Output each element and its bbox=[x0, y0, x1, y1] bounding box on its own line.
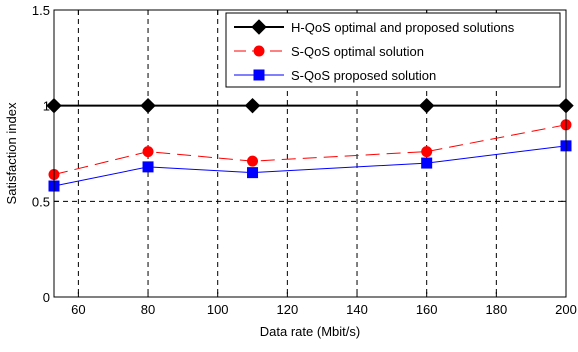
legend-label: S-QoS optimal solution bbox=[291, 44, 424, 59]
y-tick-label: 0.5 bbox=[32, 194, 50, 209]
legend-item: H-QoS optimal and proposed solutions bbox=[234, 19, 515, 35]
legend-marker bbox=[251, 19, 267, 35]
legend-marker bbox=[253, 45, 265, 57]
series-3 bbox=[48, 140, 572, 192]
x-tick-label: 200 bbox=[555, 302, 577, 317]
data-point bbox=[142, 146, 154, 158]
series-line bbox=[53, 124, 567, 176]
x-tick-label: 120 bbox=[277, 302, 299, 317]
legend-label: S-QoS proposed solution bbox=[291, 68, 436, 83]
data-point bbox=[244, 97, 261, 114]
series-1 bbox=[46, 97, 574, 114]
data-point bbox=[421, 146, 433, 158]
data-point bbox=[140, 97, 156, 114]
x-axis-label: Data rate (Mbit/s) bbox=[260, 324, 360, 339]
x-tick-label: 180 bbox=[485, 302, 507, 317]
x-tick-label: 140 bbox=[346, 302, 368, 317]
plot-frame bbox=[53, 9, 567, 298]
series-layer bbox=[46, 97, 574, 192]
data-point bbox=[142, 161, 154, 173]
x-tick-label: 160 bbox=[416, 302, 438, 317]
legend-item: S-QoS optimal solution bbox=[234, 44, 424, 59]
data-point bbox=[418, 97, 435, 114]
legend-item: S-QoS proposed solution bbox=[234, 68, 436, 83]
data-point bbox=[247, 167, 259, 179]
x-tick-label: 80 bbox=[141, 302, 155, 317]
legend-marker bbox=[253, 69, 265, 81]
x-tick-label: 60 bbox=[71, 302, 85, 317]
x-tick-label: 100 bbox=[207, 302, 229, 317]
legend-label: H-QoS optimal and proposed solutions bbox=[291, 20, 515, 35]
y-tick-label: 0 bbox=[43, 290, 50, 305]
data-point bbox=[247, 155, 259, 167]
y-tick-label: 1.5 bbox=[32, 3, 50, 18]
series-line bbox=[53, 145, 567, 187]
y-tick-label: 1 bbox=[43, 99, 50, 114]
legend: H-QoS optimal and proposed solutions S-Qo… bbox=[225, 12, 561, 88]
data-point bbox=[421, 157, 433, 169]
series-2 bbox=[48, 119, 572, 181]
axis-ticks: 60 80 100 120 140 160 180 200 0 0.5 1 1.5 bbox=[32, 3, 577, 317]
y-axis-label: Satisfaction index bbox=[4, 102, 19, 204]
